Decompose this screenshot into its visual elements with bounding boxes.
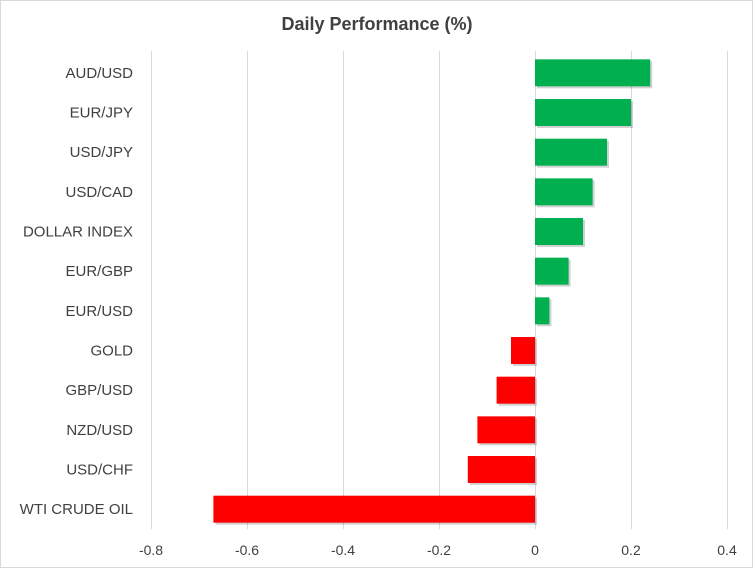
bar-nzd-usd xyxy=(477,416,535,444)
bar-eur-usd xyxy=(535,297,550,325)
x-tick-label: -0.2 xyxy=(427,542,451,558)
category-label: EUR/JPY xyxy=(70,105,133,122)
x-tick-label: 0 xyxy=(531,542,539,558)
bar-wti-crude-oil xyxy=(213,495,535,523)
category-label: DOLLAR INDEX xyxy=(23,224,133,241)
category-label: WTI CRUDE OIL xyxy=(20,501,133,518)
category-label: EUR/GBP xyxy=(65,263,133,280)
bar-usd-chf xyxy=(467,456,535,483)
x-tick-label: -0.8 xyxy=(139,542,163,558)
category-label: USD/CHF xyxy=(66,462,133,479)
category-label: AUD/USD xyxy=(65,65,133,82)
category-label: EUR/USD xyxy=(65,303,133,320)
bar-gbp-usd xyxy=(496,376,535,404)
gridlines xyxy=(151,51,728,529)
bar-eur-jpy xyxy=(535,99,631,126)
bar-aud-usd xyxy=(535,59,651,87)
x-tick-labels: -0.8 -0.6 -0.4 -0.2 0 0.2 0.4 xyxy=(139,542,737,558)
category-label: NZD/USD xyxy=(66,422,133,439)
x-tick-label: -0.4 xyxy=(331,542,355,558)
bar-eur-gbp xyxy=(535,257,569,285)
bar-usd-cad xyxy=(535,178,593,206)
bar-gold xyxy=(511,337,535,364)
category-label: USD/JPY xyxy=(70,144,133,161)
chart-title: Daily Performance (%) xyxy=(281,14,472,34)
bars xyxy=(213,59,653,525)
category-label: GOLD xyxy=(90,343,133,360)
category-label: USD/CAD xyxy=(65,184,133,201)
category-label: GBP/USD xyxy=(65,382,133,399)
x-tick-label: 0.2 xyxy=(621,542,641,558)
x-tick-label: -0.6 xyxy=(235,542,259,558)
bar-dollar-index xyxy=(535,218,583,245)
category-labels: AUD/USD EUR/JPY USD/JPY USD/CAD DOLLAR INDEX… xyxy=(20,65,134,518)
bar-usd-jpy xyxy=(535,138,607,166)
x-tick-label: 0.4 xyxy=(717,542,737,558)
